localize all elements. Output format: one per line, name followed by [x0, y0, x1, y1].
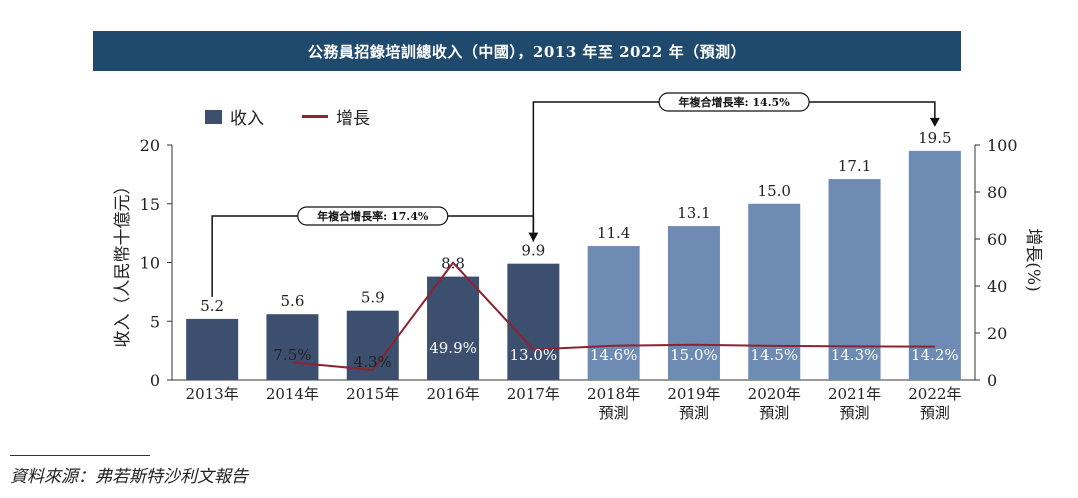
- x-tick-label: 預測: [920, 404, 950, 422]
- bar-4: [507, 263, 560, 380]
- bar-3: [427, 276, 480, 380]
- source-divider: [10, 455, 150, 456]
- y2-tick-label: 40: [987, 277, 1007, 296]
- x-tick-label: 預測: [840, 404, 870, 422]
- growth-value-label: 14.6%: [590, 346, 638, 364]
- legend-label-growth: 增長: [336, 109, 370, 129]
- growth-value-label: 14.2%: [911, 346, 959, 364]
- x-tick-label: 2018年: [587, 385, 640, 403]
- x-tick-label: 2022年: [908, 385, 961, 403]
- legend-swatch-growth: [302, 115, 328, 118]
- x-tick-label: 2016年: [426, 385, 479, 403]
- y-tick-label: 5: [150, 312, 160, 331]
- y-tick-label: 0: [150, 371, 160, 390]
- cagr-label-1: 年複合增長率: 14.5%: [679, 95, 791, 109]
- bar-value-label: 13.1: [677, 204, 710, 222]
- bar-5: [587, 246, 640, 380]
- bar-value-label: 9.9: [521, 242, 545, 260]
- y2-tick-label: 0: [987, 371, 997, 390]
- y-axis-title: 收入（人民幣十億元）: [113, 178, 133, 348]
- x-tick-label: 2013年: [186, 385, 239, 403]
- x-tick-label: 預測: [759, 404, 789, 422]
- y-tick-label: 15: [140, 195, 160, 214]
- bar-7: [748, 203, 801, 380]
- bar-6: [667, 226, 720, 380]
- growth-line: [292, 261, 935, 371]
- bar-value-label: 17.1: [838, 157, 871, 175]
- legend-item-revenue: 收入: [205, 104, 264, 129]
- legend-label-revenue: 收入: [230, 109, 264, 129]
- cagr-arrowhead-1: [929, 117, 940, 127]
- growth-value-label: 14.3%: [831, 346, 879, 364]
- growth-value-label: 15.0%: [670, 346, 718, 364]
- bar-value-label: 5.2: [200, 297, 224, 315]
- x-tick-label: 2014年: [266, 385, 319, 403]
- y2-tick-label: 80: [987, 183, 1007, 202]
- bar-value-label: 19.5: [918, 129, 951, 147]
- growth-value-label: 7.5%: [273, 346, 311, 364]
- y2-tick-label: 100: [987, 136, 1018, 155]
- bar-value-label: 15.0: [758, 182, 791, 200]
- growth-value-label: 4.3%: [354, 353, 392, 371]
- bar-value-label: 11.4: [597, 224, 630, 242]
- bar-0: [186, 318, 239, 380]
- x-tick-label: 2021年: [828, 385, 881, 403]
- legend-item-growth: 增長: [302, 104, 370, 129]
- cagr-label-box-0: [297, 206, 449, 226]
- y-tick-label: 10: [140, 254, 160, 273]
- y2-axis-title: 增長(%): [1023, 228, 1043, 291]
- growth-value-label: 14.5%: [750, 346, 798, 364]
- cagr-label-box-1: [658, 92, 810, 112]
- legend-swatch-revenue: [205, 109, 222, 124]
- growth-value-label: 13.0%: [510, 346, 558, 364]
- y-tick-label: 20: [140, 136, 160, 155]
- y2-tick-label: 20: [987, 324, 1007, 343]
- source-note: 資料來源：弗若斯特沙利文報告: [10, 467, 248, 487]
- x-tick-label: 2019年: [667, 385, 720, 403]
- bar-9: [908, 150, 961, 380]
- chart-title: 公務員招錄培訓總收入（中國），2013 年至 2022 年（預測）: [93, 31, 961, 71]
- bar-1: [266, 314, 319, 380]
- chart-legend: 收入 增長: [205, 104, 408, 129]
- x-tick-label: 2017年: [507, 385, 560, 403]
- x-tick-label: 預測: [599, 404, 629, 422]
- cagr-bracket-0: [211, 215, 535, 297]
- x-tick-label: 2015年: [346, 385, 399, 403]
- cagr-label-0: 年複合增長率: 17.4%: [317, 209, 429, 223]
- bar-value-label: 5.6: [281, 292, 305, 310]
- y2-tick-label: 60: [987, 230, 1007, 249]
- x-tick-label: 2020年: [748, 385, 801, 403]
- bar-value-label: 5.9: [361, 289, 385, 307]
- x-tick-label: 預測: [679, 404, 709, 422]
- growth-value-label: 49.9%: [429, 339, 477, 357]
